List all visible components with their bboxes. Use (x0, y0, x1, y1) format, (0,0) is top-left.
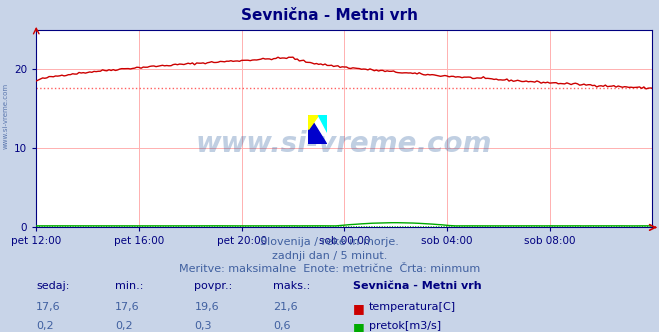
Text: zadnji dan / 5 minut.: zadnji dan / 5 minut. (272, 251, 387, 261)
Text: pretok[m3/s]: pretok[m3/s] (369, 321, 441, 331)
Text: 0,2: 0,2 (115, 321, 133, 331)
Text: 0,6: 0,6 (273, 321, 291, 331)
Text: temperatura[C]: temperatura[C] (369, 302, 456, 312)
Text: www.si-vreme.com: www.si-vreme.com (2, 83, 9, 149)
Text: www.si-vreme.com: www.si-vreme.com (196, 130, 492, 158)
Text: Sevnična - Metni vrh: Sevnična - Metni vrh (241, 8, 418, 23)
Text: 17,6: 17,6 (36, 302, 61, 312)
Text: 21,6: 21,6 (273, 302, 298, 312)
Polygon shape (318, 115, 327, 132)
Polygon shape (308, 115, 327, 144)
Text: 0,3: 0,3 (194, 321, 212, 331)
Text: sedaj:: sedaj: (36, 281, 70, 290)
Text: povpr.:: povpr.: (194, 281, 233, 290)
Text: Meritve: maksimalne  Enote: metrične  Črta: minmum: Meritve: maksimalne Enote: metrične Črta… (179, 264, 480, 274)
Text: 19,6: 19,6 (194, 302, 219, 312)
Text: Slovenija / reke in morje.: Slovenija / reke in morje. (260, 237, 399, 247)
Text: Sevnična - Metni vrh: Sevnična - Metni vrh (353, 281, 481, 290)
Text: 0,2: 0,2 (36, 321, 54, 331)
Polygon shape (308, 115, 318, 129)
Text: maks.:: maks.: (273, 281, 311, 290)
Text: ■: ■ (353, 302, 364, 315)
Text: min.:: min.: (115, 281, 144, 290)
Text: ■: ■ (353, 321, 364, 332)
Text: 17,6: 17,6 (115, 302, 140, 312)
